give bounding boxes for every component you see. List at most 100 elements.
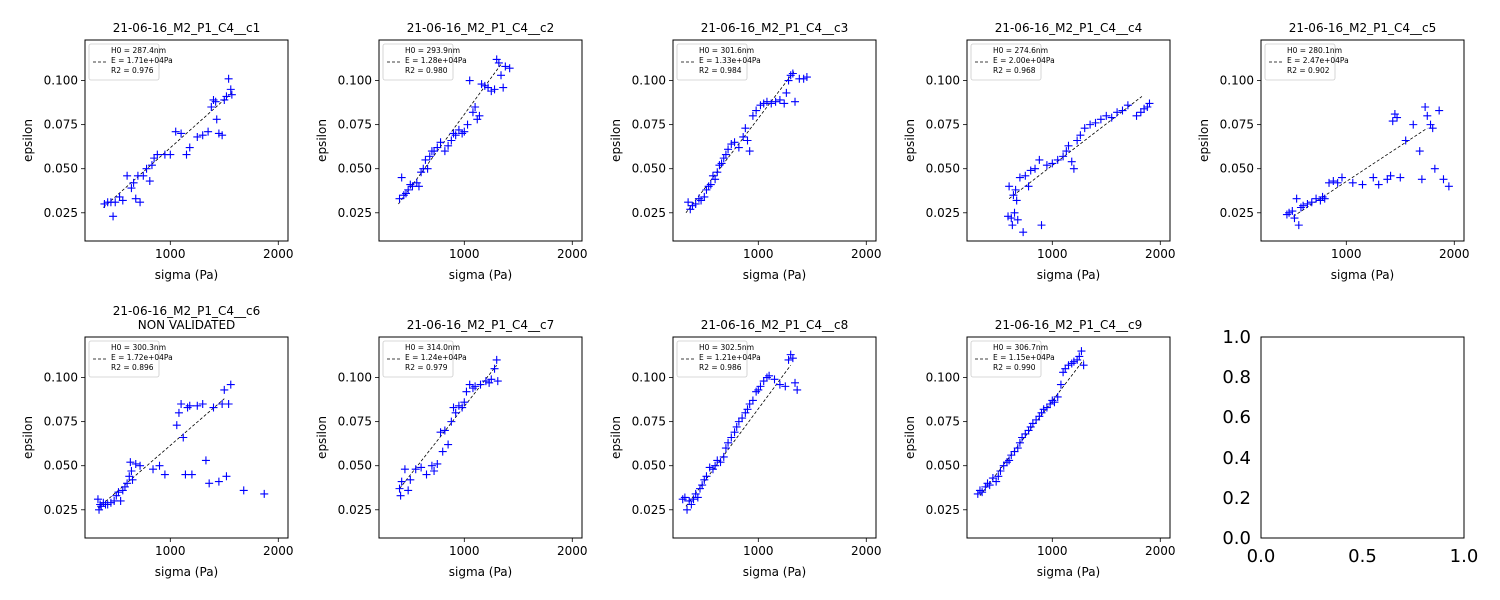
data-point [444,141,453,150]
legend-entry: R2 = 0.980 [405,66,448,75]
data-point [1423,111,1432,120]
data-point [440,147,449,156]
x-axis-label: sigma (Pa) [155,565,218,579]
legend-entry: R2 = 0.986 [699,363,742,372]
data-point [1035,155,1044,164]
data-point [775,95,784,104]
fit-line [1008,96,1143,200]
data-point [427,461,436,470]
empty-axes: 0.0 0.5 1.0 0.0 0.2 0.4 0.6 0.8 1.0 [1222,327,1478,567]
data-point [721,150,730,159]
y-tick-label: 0.075 [632,118,666,132]
data-point [177,400,186,408]
data-point [103,500,112,509]
data-point [106,498,115,507]
data-point [996,467,1005,475]
data-point [142,164,151,173]
x-axis-label: sigma (Pa) [1331,268,1394,282]
legend-box [382,340,454,378]
data-point [1012,196,1021,205]
data-point [788,69,797,78]
data-point [1008,221,1017,230]
data-point [1005,456,1014,465]
data-point [730,428,739,437]
subplot-5: 21-06-16_M2_P1_C4__c5 1000 2000 0.025 0.050 0… [1197,21,1470,282]
data-point [739,132,748,141]
data-point [182,150,191,159]
data-point [1042,161,1051,170]
data-point [793,385,802,394]
data-point [460,127,469,136]
data-point [475,111,484,120]
x-tick-label: 2000 [263,247,294,261]
data-point [716,458,725,467]
data-point [700,192,709,201]
data-point [454,125,463,134]
x-axis-label: sigma (Pa) [743,565,806,579]
data-point [1140,104,1149,113]
data-point [421,155,430,164]
legend-entry: H0 = 306.7nm [993,343,1048,352]
subplot-title: 21-06-16_M2_P1_C4__c9 [995,318,1143,332]
data-point [425,152,434,161]
legend-entry: E = 1.28e+04Pa [405,56,467,65]
data-point [748,396,757,405]
data-point [187,470,196,479]
subplot-8: 21-06-16_M2_P1_C4__c8 1000 2000 0.025 0.050 0… [609,318,882,579]
x-tick-label: 1000 [743,247,774,261]
data-point [227,90,236,99]
axes-frame [378,39,583,242]
empty-axes-frame [1260,336,1465,539]
legend-box [970,340,1042,378]
y-axis-label: epsilon [1197,119,1211,162]
data-point [680,493,689,502]
data-point [1320,194,1329,203]
data-point [1086,120,1095,129]
y-axis-label: epsilon [21,416,35,459]
data-point [125,472,134,481]
data-point [193,132,202,141]
data-point [1329,177,1338,186]
data-point [1031,164,1040,173]
data-point [224,400,233,408]
data-point [1080,124,1089,133]
data-point [436,138,445,147]
data-point [1401,136,1410,145]
empty-xtick-label: 1.0 [1450,546,1479,567]
y-tick-label: 0.075 [44,118,78,132]
y-tick-label: 0.075 [632,415,666,429]
data-point [1009,191,1018,200]
data-point [1062,147,1071,156]
y-tick-label: 0.025 [338,503,372,517]
legend-entry: R2 = 0.976 [111,66,154,75]
data-point [1292,194,1301,203]
subplot-title: 21-06-16_M2_P1_C4__c6 [113,304,261,318]
data-point [784,76,793,85]
data-point [1337,173,1346,182]
subplot-2: 21-06-16_M2_P1_C4__c2 1000 2000 0.025 0.050 0… [315,21,588,282]
data-point [185,143,194,152]
data-point [1013,215,1022,224]
x-tick-label: 2000 [557,544,588,558]
data-point [430,467,439,475]
data-point [444,440,453,449]
data-point [1032,415,1041,424]
data-point [1077,347,1086,356]
axes-frame [1260,39,1465,242]
legend-box [970,43,1042,81]
x-tick-label: 1000 [155,247,186,261]
empty-ytick-label: 0.8 [1222,367,1251,388]
legend-entry: E = 1.21e+04Pa [699,353,761,362]
data-point [759,377,768,386]
x-tick-label: 1000 [1331,247,1362,261]
data-point [207,103,216,111]
subplot-title: 21-06-16_M2_P1_C4__c4 [995,21,1143,35]
fit-line [103,92,233,208]
data-point [1102,111,1111,120]
data-point [465,380,474,389]
data-point [1061,364,1070,373]
data-point [767,99,776,108]
legend-entry: E = 1.33e+04Pa [699,56,761,65]
data-point [218,131,227,140]
